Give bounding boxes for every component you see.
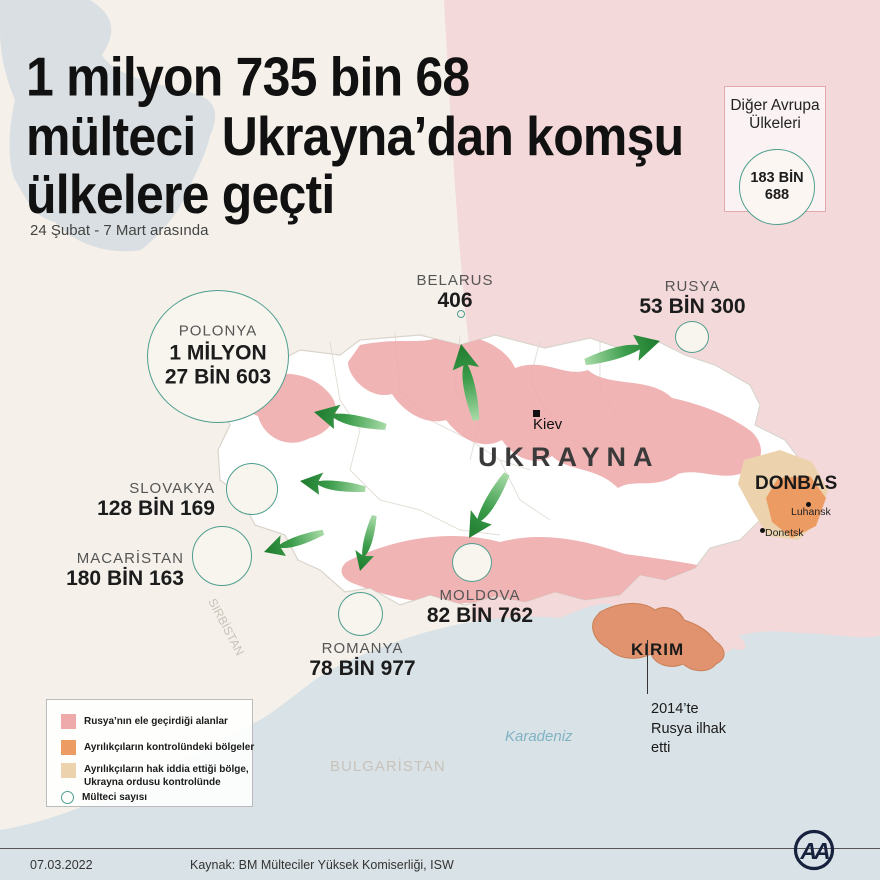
svg-text:AA: AA bbox=[799, 838, 829, 864]
